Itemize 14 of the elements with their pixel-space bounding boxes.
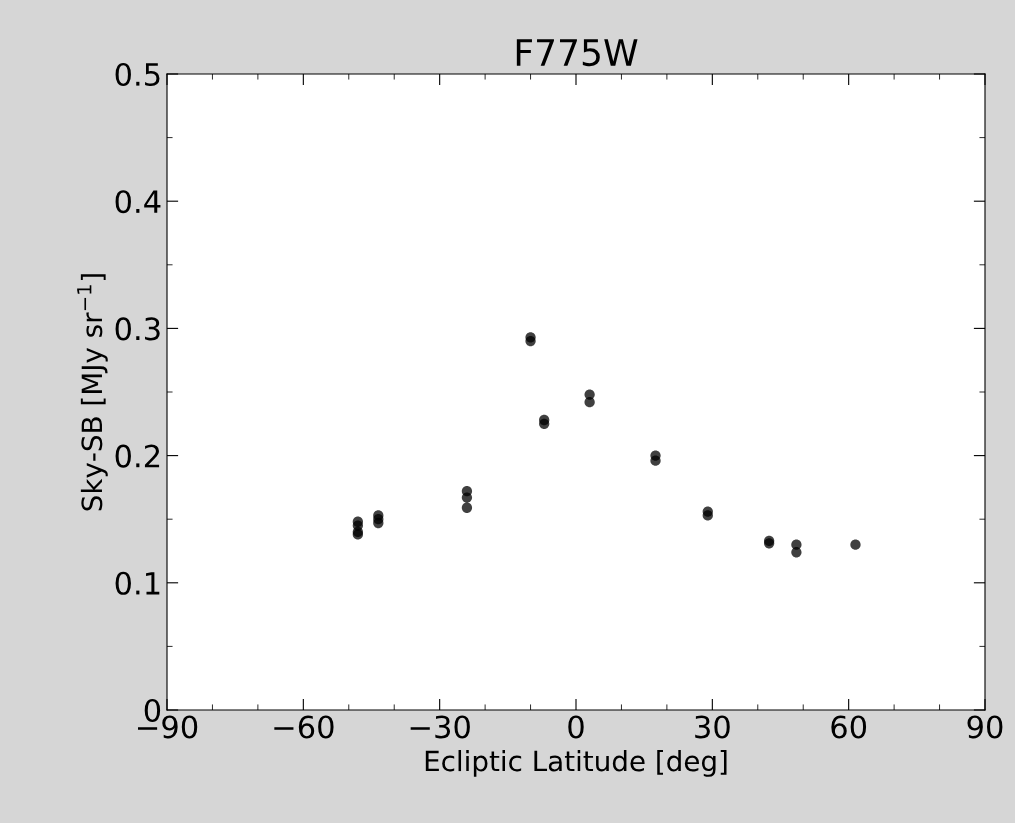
x-tick-label: −60 [274, 715, 334, 739]
y-tick-label: 0.5 [115, 62, 160, 87]
y-tick-label: 0.2 [115, 444, 160, 468]
x-tick-label: −30 [410, 715, 470, 739]
y-tick-label: 0.1 [115, 571, 160, 595]
x-tick-label: 0 [568, 715, 584, 739]
x-tick-label: 90 [967, 715, 1003, 739]
chart-title: F775W [516, 39, 638, 67]
x-tick-label: 60 [831, 715, 867, 739]
y-tick-label: 0.3 [115, 317, 160, 341]
x-axis-title: Ecliptic Latitude [deg] [425, 749, 727, 777]
x-tick-label: 30 [695, 715, 730, 739]
y-axis-title: Sky-SB [MJy sr$^{−1}$] [77, 274, 108, 511]
y-tick-label: 0.4 [115, 190, 161, 214]
